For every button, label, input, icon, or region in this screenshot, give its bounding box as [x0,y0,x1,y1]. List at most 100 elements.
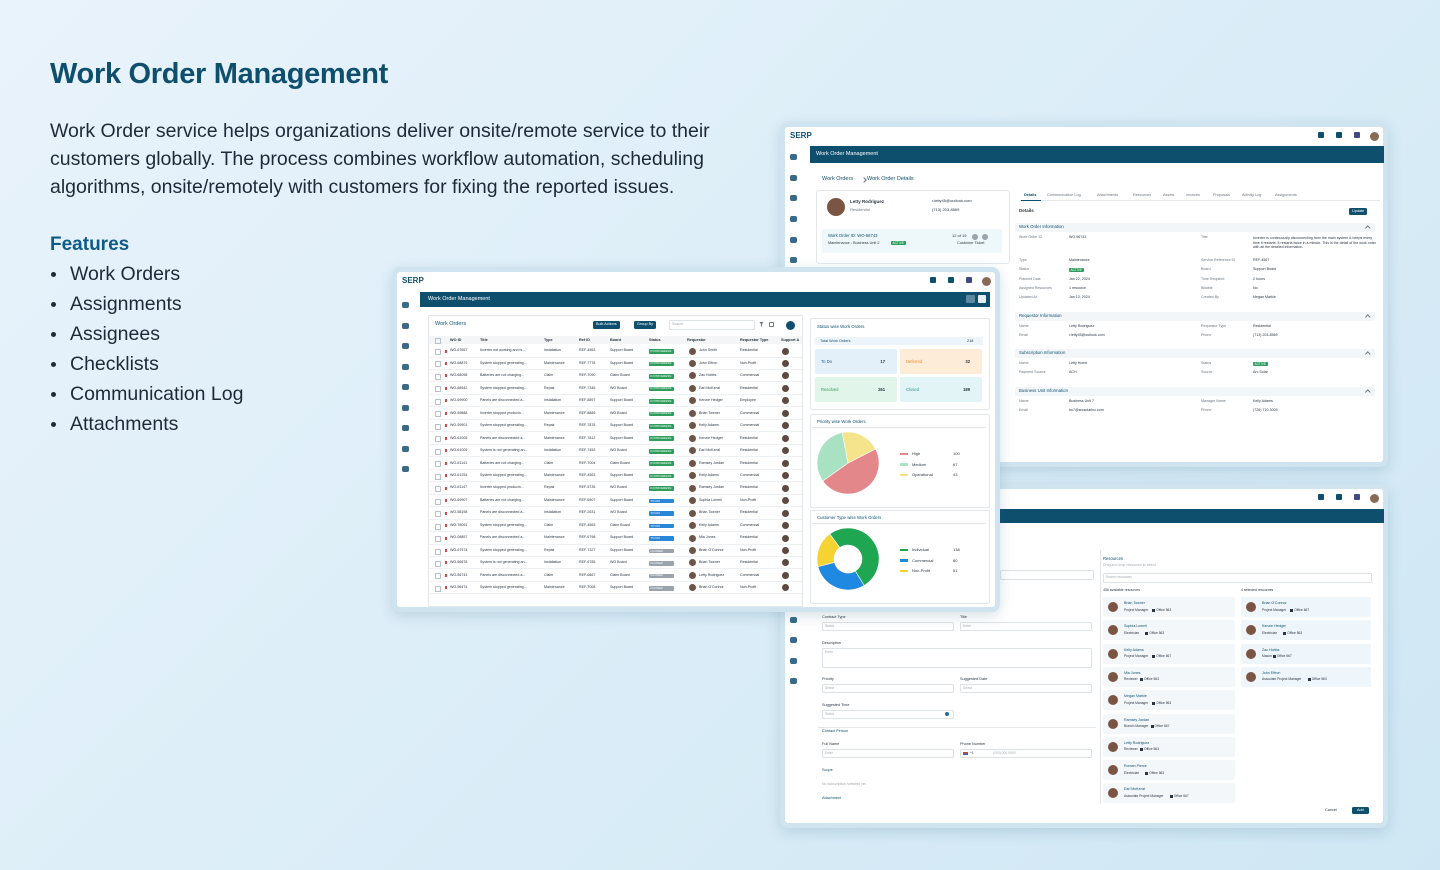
bulk-actions[interactable]: Bulk Actions [593,321,620,329]
row-checkbox[interactable] [435,448,441,455]
work-order-id[interactable]: WO-61147 [450,485,468,490]
row-checkbox[interactable] [435,560,441,567]
tab[interactable]: Attachments [1097,193,1119,197]
toolbar-icon[interactable] [1336,494,1342,500]
work-order-id[interactable]: WO-61141 [450,460,468,465]
row-checkbox[interactable] [435,411,441,418]
work-order-id[interactable]: WO-68542 [450,385,468,390]
tab[interactable]: Resources [1133,193,1152,197]
row-checkbox[interactable] [435,536,441,543]
work-order-id[interactable]: WO-67574 [450,547,468,552]
resource-card[interactable] [1103,760,1235,781]
slice[interactable] [829,527,880,586]
input[interactable] [960,622,1092,631]
sidebar-icon[interactable] [790,195,797,201]
work-order-id[interactable]: WO-69907 [450,497,468,502]
breadcrumb-item[interactable]: Work Orders [822,176,854,182]
input[interactable] [822,684,954,693]
row-checkbox[interactable] [435,361,441,368]
input[interactable] [822,622,954,631]
search-box[interactable] [669,320,755,330]
row-checkbox[interactable] [435,349,441,355]
row-checkbox[interactable] [435,398,441,405]
row-checkbox[interactable] [435,573,441,580]
resource-card[interactable] [1103,666,1235,687]
tab[interactable]: Assets [1163,193,1175,197]
work-order-id[interactable]: WO-58198 [450,510,468,515]
sidebar-icon[interactable] [790,237,797,243]
input[interactable] [960,684,1092,693]
resource-card[interactable] [1241,643,1371,664]
sidebar-icon[interactable] [790,154,797,160]
tab[interactable]: Assignments [1275,193,1297,197]
work-order-id[interactable]: WO-59901 [450,423,468,428]
work-order-id[interactable]: WO-61254 [450,473,468,477]
resource-card[interactable] [1103,620,1235,641]
update-button[interactable]: Update [1349,208,1368,215]
filter-icon[interactable] [759,321,764,327]
group-by[interactable]: Group By [634,321,657,329]
view-toggle[interactable] [966,295,975,303]
work-order-id[interactable]: WO-56678 [450,560,468,565]
toolbar-icon[interactable] [948,277,954,283]
resource-card[interactable] [1103,643,1235,664]
row-checkbox[interactable] [435,548,441,555]
view-toggle[interactable] [978,295,986,303]
settings-icon[interactable] [769,321,774,327]
row-checkbox[interactable] [435,436,441,443]
toolbar-icon[interactable] [1336,132,1342,138]
row-checkbox[interactable] [435,386,441,393]
work-order-id[interactable]: WO-59888 [450,410,468,415]
input[interactable] [822,749,954,758]
row-checkbox[interactable] [435,511,441,518]
resource-card[interactable] [1103,690,1235,711]
row-checkbox[interactable] [435,373,441,380]
sidebar-icon[interactable] [790,637,797,643]
sidebar-icon[interactable] [402,364,409,370]
sidebar-icon[interactable] [402,425,409,431]
sidebar-icon[interactable] [402,384,409,390]
row-checkbox[interactable] [435,585,441,592]
tab[interactable]: Activity Log [1242,193,1262,197]
work-order-id[interactable]: WO-61005 [450,435,468,440]
sidebar-icon[interactable] [790,257,797,263]
sidebar-icon[interactable] [790,658,797,664]
tab[interactable]: Communication Log [1047,193,1081,197]
search-box[interactable] [1103,573,1372,583]
work-order-id[interactable]: WO-56474 [450,585,468,590]
sidebar-icon[interactable] [790,617,797,623]
resource-card[interactable] [1103,736,1235,757]
add-button[interactable] [785,320,795,330]
toolbar-icon[interactable] [1354,132,1360,138]
sidebar-icon[interactable] [402,405,409,411]
resource-card[interactable] [1103,597,1235,617]
sidebar-icon[interactable] [790,216,797,222]
input[interactable] [822,710,954,719]
input[interactable] [822,648,1092,668]
resource-card[interactable] [1241,666,1371,687]
row-checkbox[interactable] [435,423,441,430]
toolbar-icon[interactable] [1318,494,1324,500]
slice[interactable] [822,448,880,495]
work-order-id[interactable]: WO-69900 [450,398,468,403]
sidebar-icon[interactable] [402,446,409,452]
resource-card[interactable] [1241,620,1371,641]
row-checkbox[interactable] [435,473,441,480]
tab[interactable]: Invoices [1186,193,1200,197]
cancel-button[interactable]: Cancel [1325,807,1337,812]
row-checkbox[interactable] [435,523,441,530]
tab[interactable]: Proposals [1213,193,1230,197]
sidebar-icon[interactable] [402,323,409,329]
row-checkbox[interactable] [435,486,441,493]
work-order-id[interactable]: WO-56743 [450,572,468,577]
sidebar-icon[interactable] [402,466,409,472]
sidebar-icon[interactable] [402,302,409,308]
sidebar-icon[interactable] [790,678,797,684]
work-order-id[interactable]: WO-78091 [450,522,468,527]
slice[interactable] [817,562,865,591]
toolbar-icon[interactable] [1318,132,1324,138]
resource-card[interactable] [1103,713,1235,734]
sidebar-icon[interactable] [790,175,797,181]
work-order-id[interactable]: WO-61009 [450,448,468,453]
work-order-id[interactable]: WO-68879 [450,360,468,365]
